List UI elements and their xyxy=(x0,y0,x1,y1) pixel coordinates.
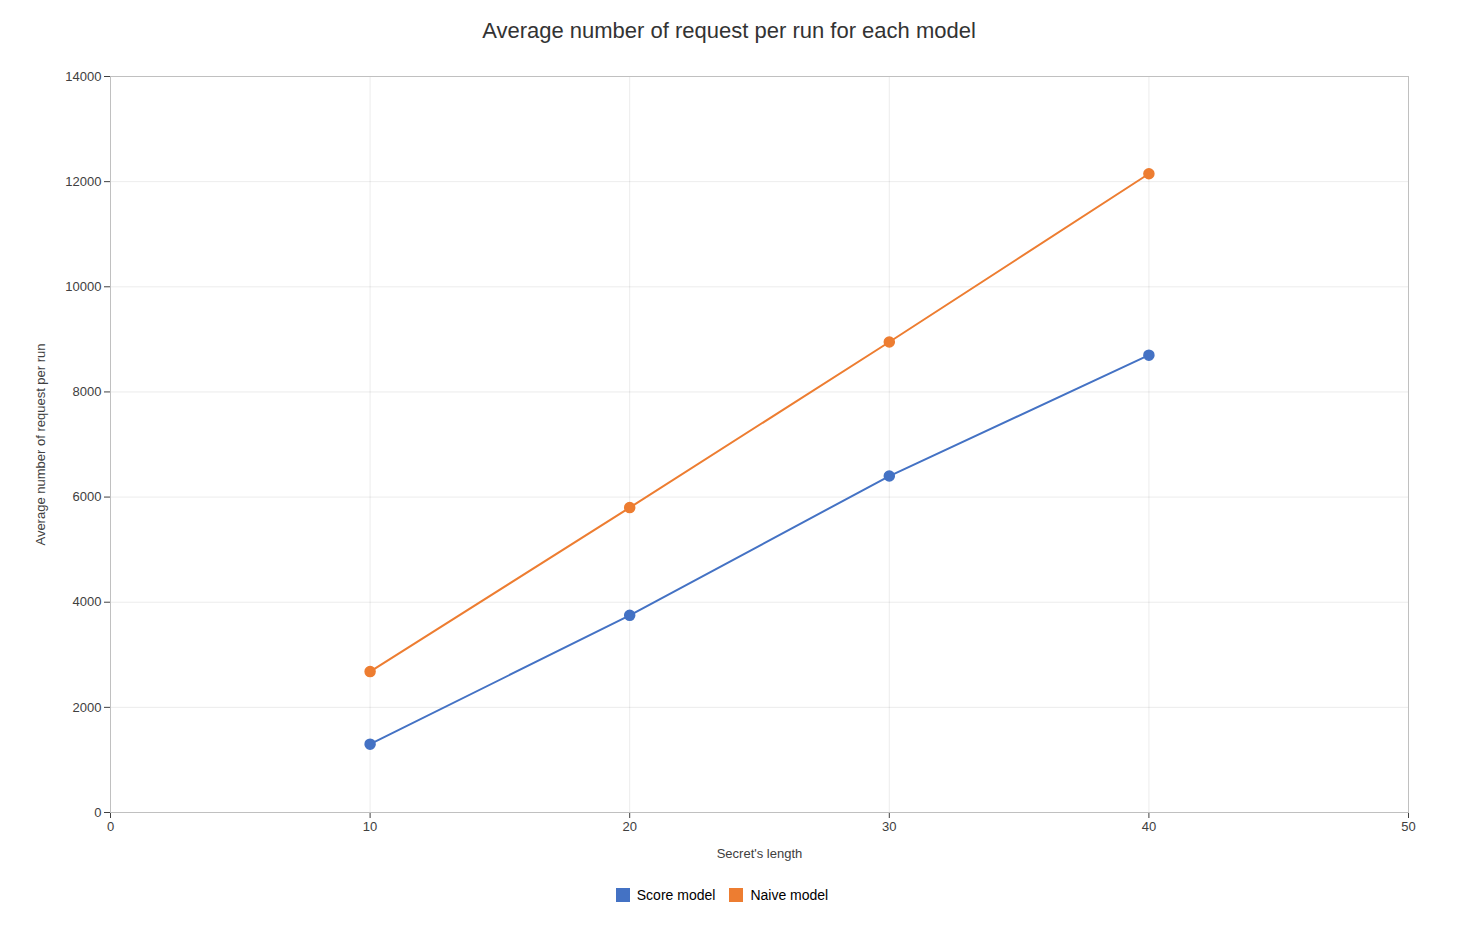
svg-text:Secret's length: Secret's length xyxy=(717,846,803,861)
html-text:Naive model: Naive model xyxy=(750,886,829,903)
svg-text:40: 40 xyxy=(1142,819,1156,834)
svg-text:14000: 14000 xyxy=(65,69,101,84)
html-text:Score model: Score model xyxy=(636,886,716,903)
svg-text:Average number of request per: Average number of request per run xyxy=(33,343,48,545)
html-text:Average number of request per: Average number of request per run for ea… xyxy=(482,18,976,43)
svg-text:8000: 8000 xyxy=(73,384,102,399)
svg-text:6000: 6000 xyxy=(73,489,102,504)
svg-text:10: 10 xyxy=(363,819,377,834)
svg-text:12000: 12000 xyxy=(65,174,101,189)
svg-text:30: 30 xyxy=(882,819,896,834)
svg-text:0: 0 xyxy=(107,819,114,834)
svg-text:50: 50 xyxy=(1401,819,1415,834)
svg-text:20: 20 xyxy=(622,819,636,834)
svg-text:10000: 10000 xyxy=(65,279,101,294)
svg-text:0: 0 xyxy=(94,805,101,820)
svg-text:2000: 2000 xyxy=(73,700,102,715)
svg-text:4000: 4000 xyxy=(73,594,102,609)
